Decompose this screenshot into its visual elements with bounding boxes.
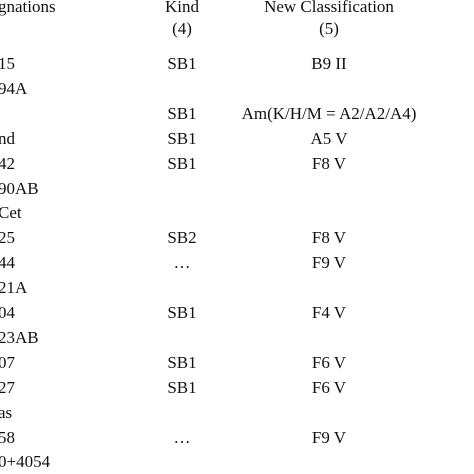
classification-cell: Am(K/H/M = A2/A2/A4) — [241, 104, 417, 123]
kind-cell: SB1 — [167, 104, 197, 123]
header-designations: gnations — [0, 0, 56, 16]
designation-cell: nd — [0, 129, 15, 148]
designation-cell: 15 — [0, 54, 15, 73]
classification-cell: F9 V — [311, 253, 347, 272]
designation-cell: 04 — [0, 303, 15, 322]
header-classification-column-number: (5) — [319, 19, 339, 38]
header-new-classification: New Classification — [264, 0, 394, 16]
designation-cell: 07 — [0, 353, 15, 372]
classification-cell: F6 V — [311, 378, 347, 397]
classification-cell: F8 V — [311, 154, 347, 173]
classification-cell: F8 V — [311, 228, 347, 247]
kind-cell: SB1 — [167, 129, 197, 148]
designation-cell: Cet — [0, 203, 22, 222]
designation-cell: 25 — [0, 228, 15, 247]
kind-cell: SB1 — [167, 303, 197, 322]
kind-cell: SB2 — [167, 228, 197, 247]
classification-cell: F6 V — [311, 353, 347, 372]
classification-cell: F4 V — [311, 303, 347, 322]
kind-cell: … — [173, 253, 191, 272]
designation-cell: 90AB — [0, 179, 39, 198]
kind-cell: SB1 — [167, 378, 197, 397]
kind-cell: … — [173, 428, 191, 447]
designation-cell: 58 — [0, 428, 15, 447]
designation-cell: 23AB — [0, 328, 39, 347]
classification-cell: B9 II — [311, 54, 347, 73]
designation-cell: 44 — [0, 253, 15, 272]
classification-cell: A5 V — [310, 129, 348, 148]
designation-cell: 94A — [0, 79, 28, 98]
kind-cell: SB1 — [167, 54, 197, 73]
designation-cell: as — [0, 403, 13, 422]
designation-cell: 27 — [0, 378, 15, 397]
designation-cell: 42 — [0, 154, 15, 173]
kind-cell: SB1 — [167, 154, 197, 173]
header-kind: Kind — [165, 0, 199, 16]
header-kind-column-number: (4) — [172, 19, 192, 38]
designation-cell: 21A — [0, 278, 28, 297]
kind-cell: SB1 — [167, 353, 197, 372]
designation-cell: 0+4054 — [0, 452, 51, 471]
classification-cell: F9 V — [311, 428, 347, 447]
